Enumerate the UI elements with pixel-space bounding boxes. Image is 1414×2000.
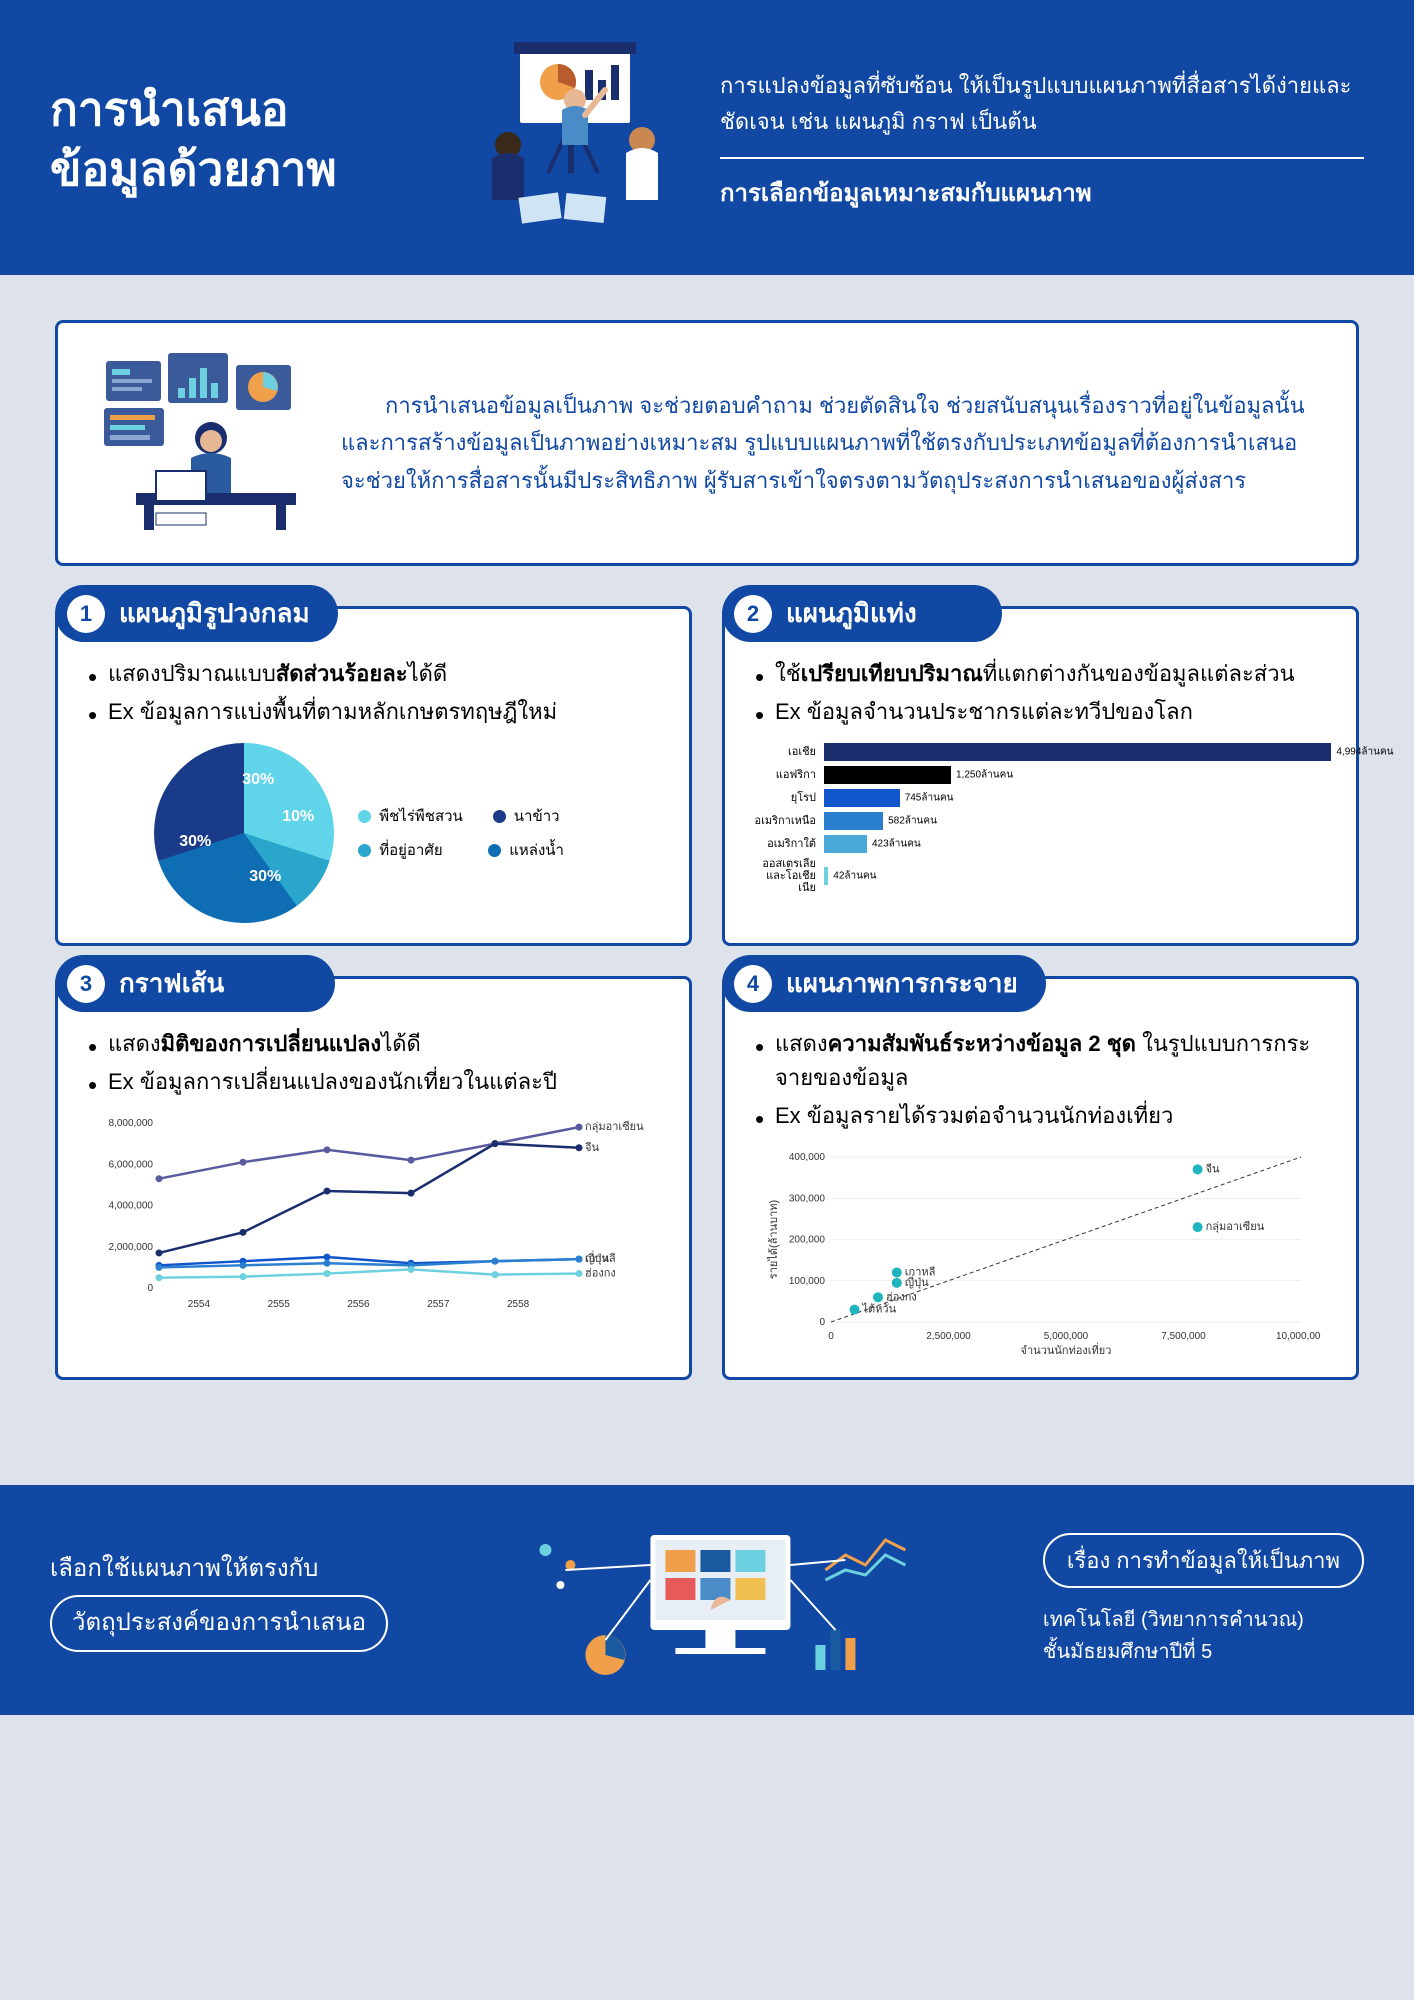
footer-illustration [408,1520,1023,1680]
card-number: 4 [734,965,772,1003]
header-illustration [430,40,690,240]
dot-icon [493,810,506,823]
footer-course: เทคโนโลยี (วิทยาการคำนวณ) [1043,1604,1364,1636]
svg-text:รายได้(ล้านบาท): รายได้(ล้านบาท) [767,1200,780,1279]
pie-label: 30% [249,868,281,886]
footer-right: เรื่อง การทำข้อมูลให้เป็นภาพ เทคโนโลยี (… [1043,1533,1364,1668]
card-pie: 1 แผนภูมิรูปวงกลม แสดงปริมาณแบบสัดส่วนร้… [55,606,692,946]
svg-text:300,000: 300,000 [788,1194,825,1205]
bullet-item: แสดงมิติของการเปลี่ยนแปลงได้ดี [82,1027,665,1061]
card-title: แผนภูมิแท่ง [786,593,917,634]
card-scatter: 4 แผนภาพการกระจาย แสดงความสัมพันธ์ระหว่า… [722,976,1359,1380]
legend-item: พืชไร่พืชสวน [358,804,463,828]
header-text: การแปลงข้อมูลที่ซับซ้อน ให้เป็นรูปแบบแผน… [720,68,1364,211]
footer-topic: เรื่อง การทำข้อมูลให้เป็นภาพ [1043,1533,1364,1588]
pie-label: 30% [242,771,274,789]
svg-text:5,000,000: 5,000,000 [1043,1331,1088,1342]
card-title: แผนภูมิรูปวงกลม [119,593,310,634]
title-line1: การนำเสนอ [50,83,289,135]
card-header: 3 กราฟเส้น [55,955,335,1012]
legend-item: ที่อยู่อาศัย [358,838,458,862]
cards-grid: 1 แผนภูมิรูปวงกลม แสดงปริมาณแบบสัดส่วนร้… [55,606,1359,1380]
svg-text:2556: 2556 [347,1299,370,1310]
main-content: CEO การนำเสนอข้อมูลเป็นภาพ จะช่วยตอบคำถา… [0,275,1414,1425]
dot-icon [358,844,371,857]
footer-pill: วัตถุประสงค์ของการนำเสนอ [50,1595,388,1652]
svg-text:4,000,000: 4,000,000 [108,1201,153,1212]
pie-label: 10% [282,808,314,826]
intro-illustration: CEO [96,353,306,533]
svg-text:400,000: 400,000 [788,1152,825,1163]
footer-grade: ชั้นมัธยมศึกษาปีที่ 5 [1043,1636,1364,1668]
bullet-item: Ex ข้อมูลการแบ่งพื้นที่ตามหลักเกษตรทฤษฎี… [82,695,665,729]
svg-text:2555: 2555 [267,1299,290,1310]
intro-text: การนำเสนอข้อมูลเป็นภาพ จะช่วยตอบคำถาม ช่… [341,387,1318,499]
svg-text:100,000: 100,000 [788,1276,825,1287]
card-number: 1 [67,595,105,633]
bullet-item: แสดงปริมาณแบบสัดส่วนร้อยละได้ดี [82,657,665,691]
header-subtitle: การเลือกข้อมูลเหมาะสมกับแผนภาพ [720,173,1364,212]
bullet-list: แสดงความสัมพันธ์ระหว่างข้อมูล 2 ชุด ในรู… [749,1027,1332,1133]
svg-text:2558: 2558 [506,1299,529,1310]
header: การนำเสนอ ข้อมูลด้วยภาพ [0,0,1414,275]
svg-text:ไต้หวัน: ไต้หวัน [861,1303,896,1316]
card-header: 4 แผนภาพการกระจาย [722,955,1046,1012]
svg-text:0: 0 [819,1317,825,1328]
svg-text:10,000,000: 10,000,000 [1275,1331,1320,1342]
footer: เลือกใช้แผนภาพให้ตรงกับ วัตถุประสงค์ของก… [0,1485,1414,1715]
svg-text:เกาหลี: เกาหลี [585,1253,616,1266]
card-line: 3 กราฟเส้น แสดงมิติของการเปลี่ยนแปลงได้ด… [55,976,692,1380]
legend-item: แหล่งน้ำ [488,838,588,862]
card-number: 3 [67,965,105,1003]
bullet-list: ใช้เปรียบเทียบปริมาณที่แตกต่างกันของข้อม… [749,657,1332,729]
svg-text:0: 0 [828,1331,834,1342]
card-bar: 2 แผนภูมิแท่ง ใช้เปรียบเทียบปริมาณที่แตก… [722,606,1359,946]
pie-label: 30% [179,833,211,851]
svg-text:200,000: 200,000 [788,1235,825,1246]
dot-icon [488,844,501,857]
bullet-item: Ex ข้อมูลจำนวนประชากรแต่ละทวีปของโลก [749,695,1332,729]
svg-text:ฮ่องกง: ฮ่องกง [886,1292,917,1304]
svg-text:กลุ่มอาเซียน: กลุ่มอาเซียน [1205,1221,1264,1234]
svg-text:8,000,000: 8,000,000 [108,1118,153,1129]
svg-text:2,000,000: 2,000,000 [108,1242,153,1253]
svg-text:จีน: จีน [584,1141,599,1154]
footer-line1: เลือกใช้แผนภาพให้ตรงกับ [50,1549,388,1590]
svg-text:ฮ่องกง: ฮ่องกง [585,1268,616,1280]
svg-text:6,000,000: 6,000,000 [108,1160,153,1171]
card-header: 2 แผนภูมิแท่ง [722,585,1002,642]
bullet-list: แสดงปริมาณแบบสัดส่วนร้อยละได้ดี Ex ข้อมู… [82,657,665,729]
card-header: 1 แผนภูมิรูปวงกลม [55,585,338,642]
svg-text:0: 0 [147,1283,153,1294]
footer-left: เลือกใช้แผนภาพให้ตรงกับ วัตถุประสงค์ของก… [50,1549,388,1653]
bullet-item: Ex ข้อมูลรายได้รวมต่อจำนวนนักท่องเที่ยว [749,1099,1332,1133]
bar-chart: เอเชีย4,994ล้านคนแอฟริกา1,250ล้านคนยุโรป… [749,743,1332,899]
svg-text:2554: 2554 [187,1299,210,1310]
legend-item: นาข้าว [493,804,593,828]
svg-text:ญี่ปุ่น: ญี่ปุ่น [904,1274,928,1289]
header-divider [720,157,1364,159]
svg-text:กลุ่มอาเซียน: กลุ่มอาเซียน [585,1121,644,1134]
bullet-item: ใช้เปรียบเทียบปริมาณที่แตกต่างกันของข้อม… [749,657,1332,691]
line-chart: 0 2,000,000 4,000,000 6,000,000 8,000,000 255… [82,1113,665,1313]
page-title: การนำเสนอ ข้อมูลด้วยภาพ [50,80,400,200]
card-title: กราฟเส้น [119,963,224,1004]
bullet-item: Ex ข้อมูลการเปลี่ยนแปลงของนักเที่ยวในแต่… [82,1065,665,1099]
dot-icon [358,810,371,823]
header-description: การแปลงข้อมูลที่ซับซ้อน ให้เป็นรูปแบบแผน… [720,68,1364,138]
title-line2: ข้อมูลด้วยภาพ [50,143,337,195]
svg-text:จีน: จีน [1205,1163,1220,1176]
pie-chart: 30% 10% 30% 30% พืชไร่พืชสวน นาข้าว ที่ [82,743,665,923]
bullet-list: แสดงมิติของการเปลี่ยนแปลงได้ดี Ex ข้อมูล… [82,1027,665,1099]
scatter-chart: 0 100,000 200,000 300,000 400,000 0 2,500,000 5… [749,1147,1332,1357]
svg-text:2,500,000: 2,500,000 [926,1331,971,1342]
card-number: 2 [734,595,772,633]
bullet-item: แสดงความสัมพันธ์ระหว่างข้อมูล 2 ชุด ในรู… [749,1027,1332,1095]
card-title: แผนภาพการกระจาย [786,963,1018,1004]
svg-text:7,500,000: 7,500,000 [1161,1331,1206,1342]
pie-legend: พืชไร่พืชสวน นาข้าว ที่อยู่อาศัย แหล่งน้… [358,804,593,862]
svg-text:2557: 2557 [427,1299,450,1310]
intro-card: CEO การนำเสนอข้อมูลเป็นภาพ จะช่วยตอบคำถา… [55,320,1359,566]
svg-text:จำนวนนักท่องเที่ยว: จำนวนนักท่องเที่ยว [1020,1342,1111,1357]
